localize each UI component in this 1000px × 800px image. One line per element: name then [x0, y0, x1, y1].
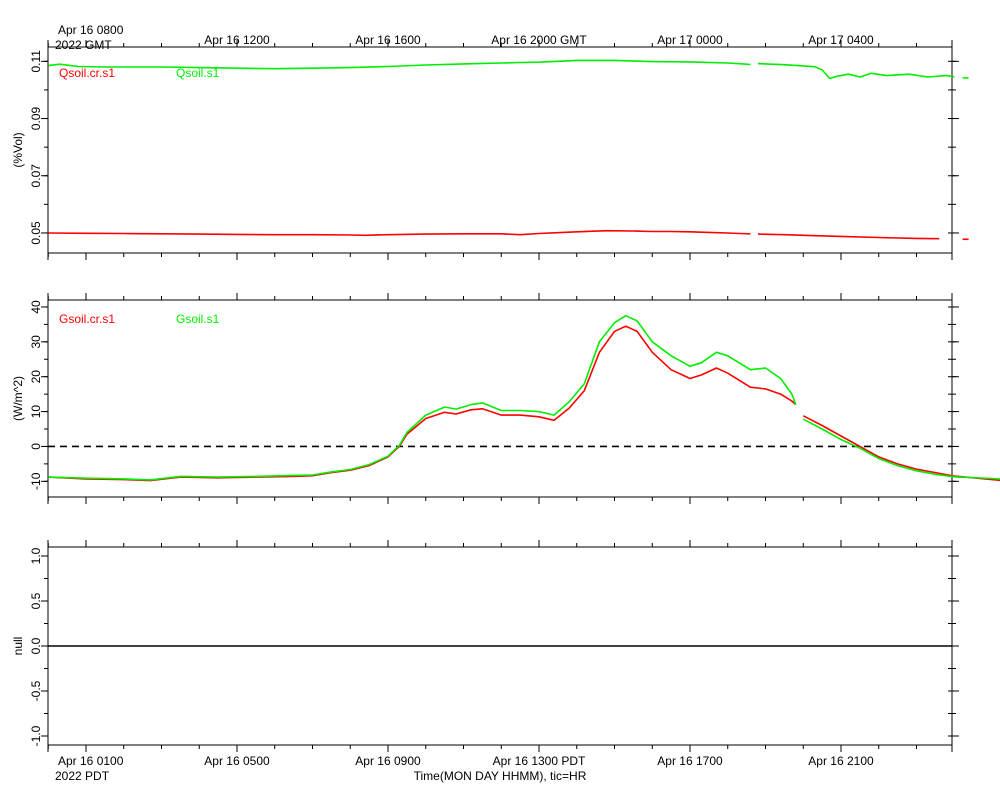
y-tick-label: -1.0: [29, 725, 43, 746]
y-tick-label: 0.11: [29, 50, 43, 73]
series-segment-2: [802, 415, 1000, 482]
y-axis-label: (%Vol): [11, 132, 25, 167]
top-time-label-year: 2022 GMT: [55, 38, 112, 52]
top-time-label: Apr 17 0400: [808, 33, 874, 47]
y-tick-label: 0.5: [29, 592, 43, 609]
top-time-label: Apr 16 1600: [355, 33, 421, 47]
bottom-time-label: Apr 16 1300 PDT: [493, 754, 586, 768]
y-tick-label: 40: [29, 300, 43, 314]
panel-1: 0.05 0.07 0.09 0.11 (%Vol) Qsoil.cr.s1 Qsoil.s…: [11, 40, 969, 260]
y-tick-label: 0.05: [29, 221, 43, 245]
top-time-label: Apr 16 1200: [204, 33, 270, 47]
series-Qsoil-s1: [48, 59, 969, 80]
y-tick-label: 1.0: [29, 547, 43, 564]
y-tick-label: 20: [29, 370, 43, 384]
y-axis-label: (W/m^2): [11, 376, 25, 421]
panel-3: -1.0 -0.5 0.0 0.5 1.0 null: [11, 540, 959, 752]
series-segment-2: [757, 62, 955, 80]
series-segment-2: [757, 233, 940, 240]
bottom-time-label: Apr 16 0500: [204, 754, 270, 768]
bottom-time-label: Apr 16 0900: [355, 754, 421, 768]
legend-entry: Gsoil.cr.s1: [59, 312, 115, 326]
top-time-label: Apr 17 0000: [657, 33, 723, 47]
y-tick-label: 0.0: [29, 637, 43, 654]
bottom-time-label-year: 2022 PDT: [55, 769, 110, 783]
series-segment-2: [802, 418, 1000, 480]
y-tick-label: 0.07: [29, 164, 43, 188]
series-segment-1: [48, 229, 751, 237]
legend-entry: Qsoil.cr.s1: [59, 66, 115, 80]
legend-entry: Gsoil.s1: [176, 312, 220, 326]
series-Gsoil-s1: [48, 314, 1000, 481]
y-tick-label: 0.09: [29, 107, 43, 131]
x-axis-label: Time(MON DAY HHMM), tic=HR: [414, 769, 587, 783]
series-Gsoil-cr-s1: [48, 325, 1000, 482]
series-segment-1: [48, 314, 797, 481]
y-tick-label: -0.5: [29, 680, 43, 701]
legend-entry: Qsoil.s1: [176, 66, 220, 80]
panel-2: -10 0 10 20 30 40 (W/m^2) Gsoil.cr.s1 Gsoil.s1: [11, 293, 1000, 504]
top-time-label: Apr 16 2000 GMT: [491, 33, 587, 47]
plot-frame: [47, 299, 953, 498]
series-Qsoil-cr-s1: [48, 229, 969, 241]
series-segment-1: [48, 325, 797, 482]
series-segment-1: [48, 59, 751, 70]
y-tick-label: 10: [29, 405, 43, 419]
top-time-label: Apr 16 0800: [58, 23, 124, 37]
y-tick-label: -10: [29, 472, 43, 490]
y-axis-label: null: [11, 637, 25, 656]
bottom-time-label: Apr 16 2100: [808, 754, 874, 768]
bottom-time-label: Apr 16 0100: [58, 754, 124, 768]
plot-frame: [47, 46, 953, 254]
bottom-time-label: Apr 16 1700: [657, 754, 723, 768]
y-tick-label: 30: [29, 335, 43, 349]
y-tick-label: 0: [29, 443, 43, 450]
